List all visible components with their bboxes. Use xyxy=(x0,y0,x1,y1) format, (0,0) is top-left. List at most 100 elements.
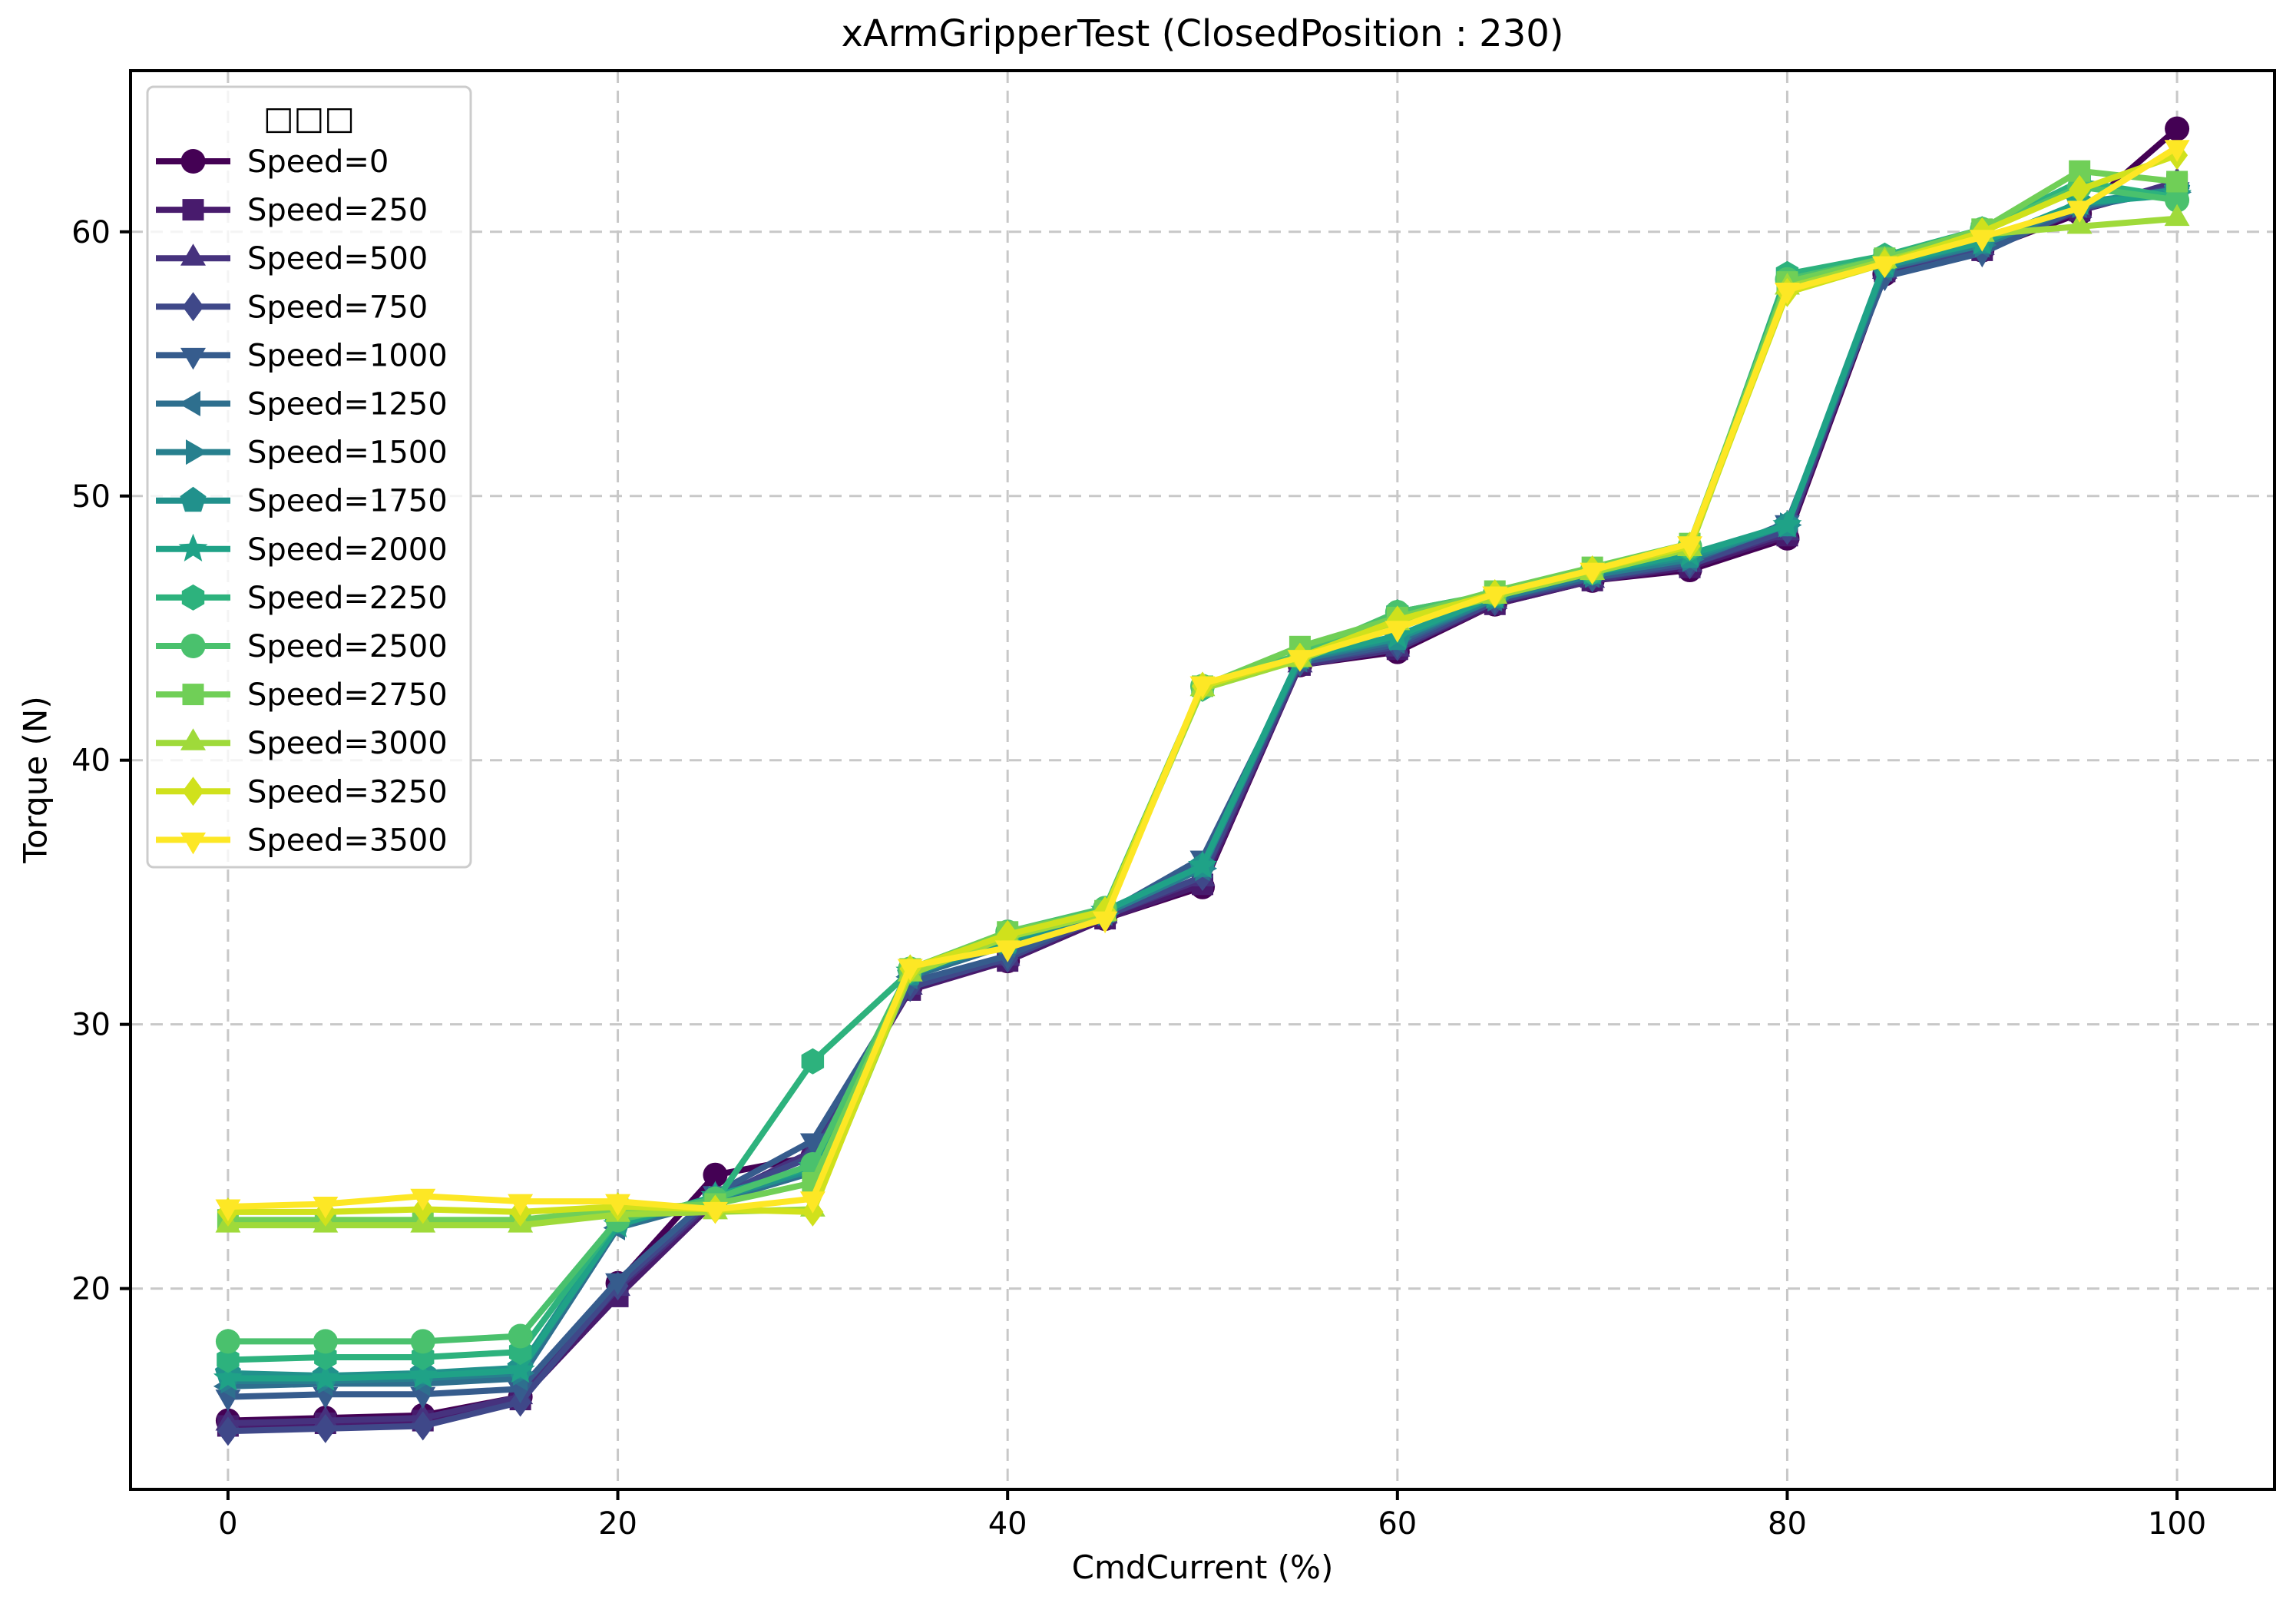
series-marker xyxy=(799,1191,825,1214)
star-icon xyxy=(178,533,208,561)
series-marker xyxy=(799,1133,825,1155)
series-marker xyxy=(2069,174,2091,204)
series-marker xyxy=(412,1411,434,1441)
series-marker xyxy=(703,1201,728,1224)
series-marker xyxy=(408,1360,438,1389)
series-marker xyxy=(410,1329,435,1354)
chart-title: xArmGripperTest (ClosedPosition : 230) xyxy=(841,12,1564,55)
series-marker xyxy=(605,1273,630,1296)
series-marker xyxy=(1188,850,1217,879)
legend-entry-label: Speed=1750 xyxy=(247,484,448,519)
series-marker xyxy=(215,1329,240,1354)
series-marker xyxy=(1871,256,1897,279)
series-marker xyxy=(217,1416,239,1446)
legend-entry-label: Speed=2500 xyxy=(247,629,448,664)
legend-entry-label: Speed=250 xyxy=(247,193,428,228)
y-tick-label: 50 xyxy=(71,479,111,515)
series-marker xyxy=(2166,171,2188,193)
series-marker xyxy=(1775,283,1800,305)
diamond-icon xyxy=(182,777,204,806)
series-marker xyxy=(1772,509,1802,538)
legend-entry-label: Speed=750 xyxy=(247,290,428,325)
legend-entry-label: Speed=500 xyxy=(247,241,428,277)
square-icon xyxy=(182,684,204,706)
series-marker xyxy=(1482,586,1508,608)
series-marker xyxy=(2066,200,2093,223)
legend-title: □□□ xyxy=(263,99,355,137)
triangle-right-icon xyxy=(186,439,208,465)
circle-icon xyxy=(180,634,206,658)
y-tick-label: 20 xyxy=(71,1272,111,1307)
series-marker xyxy=(410,1188,436,1211)
series-marker xyxy=(215,1199,241,1221)
x-axis-label: CmdCurrent (%) xyxy=(1071,1548,1334,1586)
y-tick-label: 30 xyxy=(71,1008,111,1043)
legend-box xyxy=(146,85,472,869)
series-marker xyxy=(508,1323,533,1349)
series-marker xyxy=(2165,187,2190,213)
legend-entry-label: Speed=1500 xyxy=(247,436,448,471)
legend-entry-label: Speed=2250 xyxy=(247,581,448,616)
legend-entry-label: Speed=0 xyxy=(247,144,389,180)
triangle-up-icon xyxy=(180,728,206,750)
series-marker xyxy=(2066,211,2093,234)
series-marker xyxy=(1385,621,1411,643)
square-icon xyxy=(182,199,204,221)
series-marker xyxy=(897,959,923,981)
triangle-down-icon xyxy=(180,832,206,855)
series-line xyxy=(224,178,2181,1426)
series-line xyxy=(224,178,2181,1363)
legend-entry-label: Speed=1000 xyxy=(247,338,448,373)
x-tick-label: 100 xyxy=(2148,1506,2206,1542)
series-marker xyxy=(1969,230,1995,252)
y-axis-label: Torque (N) xyxy=(16,696,55,863)
series-marker xyxy=(1580,562,1606,585)
triangle-left-icon xyxy=(178,391,200,416)
series-marker xyxy=(703,1162,728,1187)
series-marker xyxy=(313,1197,339,1219)
series-marker xyxy=(310,1363,340,1391)
x-tick-label: 80 xyxy=(1768,1506,1807,1542)
series-marker xyxy=(213,1363,243,1391)
series-marker xyxy=(505,1355,535,1383)
plot-border xyxy=(129,69,2276,1491)
triangle-up-icon xyxy=(180,243,206,266)
series-marker xyxy=(508,1194,534,1217)
series-line xyxy=(224,215,2181,1229)
series-line xyxy=(224,181,2181,1429)
x-tick-label: 0 xyxy=(218,1506,237,1542)
legend-entry-label: Speed=3000 xyxy=(247,726,448,761)
series-marker xyxy=(1677,536,1702,558)
series-marker xyxy=(314,1413,336,1443)
y-tick-label: 60 xyxy=(71,215,111,250)
legend-entry-label: Speed=2000 xyxy=(247,532,448,568)
x-tick-label: 40 xyxy=(988,1506,1027,1542)
series-marker xyxy=(2165,116,2190,141)
series-marker xyxy=(994,940,1021,962)
series-marker xyxy=(1092,911,1118,934)
diamond-icon xyxy=(182,292,204,322)
hexagon-icon xyxy=(181,584,205,611)
series-marker xyxy=(1189,676,1216,698)
series-marker xyxy=(217,1346,240,1373)
series-marker xyxy=(605,1194,630,1217)
legend-entry-label: Speed=3250 xyxy=(247,774,448,810)
series-line xyxy=(224,184,2181,1345)
x-tick-label: 60 xyxy=(1378,1506,1417,1542)
series-line xyxy=(224,184,2181,1435)
series-marker xyxy=(2164,140,2190,162)
series-marker xyxy=(1287,650,1313,672)
series-marker xyxy=(313,1329,338,1354)
legend-entry-label: Speed=1250 xyxy=(247,387,448,422)
circle-icon xyxy=(180,149,206,174)
triangle-down-icon xyxy=(180,347,206,370)
legend-entry-label: Speed=2750 xyxy=(247,677,448,713)
legend-entry-label: Speed=3500 xyxy=(247,823,448,858)
pentagon-icon xyxy=(180,486,207,512)
x-tick-label: 20 xyxy=(598,1506,637,1542)
series-marker xyxy=(2164,204,2190,227)
series-marker xyxy=(801,1048,825,1075)
y-tick-label: 40 xyxy=(71,744,111,779)
